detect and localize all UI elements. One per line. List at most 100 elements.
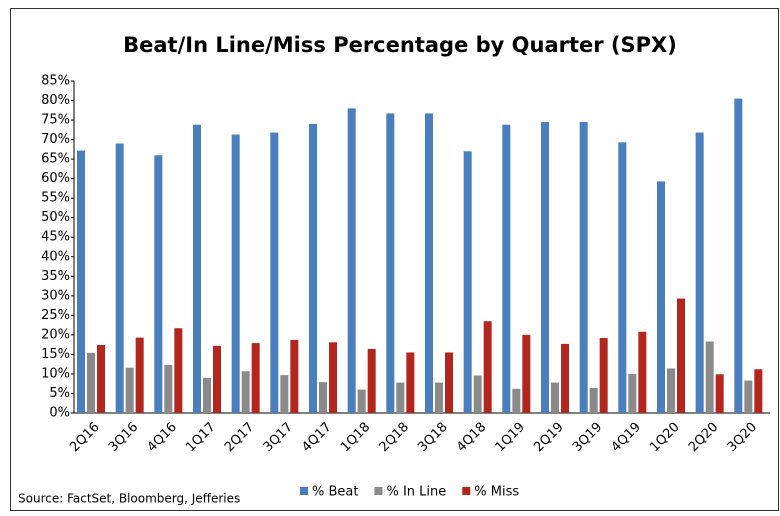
bar [541,122,549,413]
x-tick-label: 2Q16 [67,420,102,455]
x-tick-label: 3Q16 [106,420,141,455]
x-tick-label: 1Q20 [647,420,682,455]
legend-swatch [300,487,308,495]
legend-swatch [462,487,471,495]
legend-label: % Beat [312,485,358,500]
y-tick-label: 15% [41,347,70,362]
bar [357,389,366,413]
y-tick-label: 50% [41,210,70,225]
bar [435,382,443,413]
bar [396,382,405,413]
bar [125,367,134,413]
bar [203,377,211,413]
y-tick-label: 85% [41,74,70,89]
y-tick-label: 20% [41,327,70,342]
bar [213,345,221,413]
bar [502,124,511,413]
y-tick-label: 10% [41,366,70,381]
x-tick-label: 3Q19 [570,420,605,455]
bar [483,321,492,413]
y-tick-label: 30% [41,288,70,303]
y-tick-label: 25% [41,308,70,323]
bar [522,334,531,413]
bar [638,331,647,413]
bar [77,150,85,413]
source: Source: FactSet, Bloomberg, Jefferies [18,492,240,506]
legend-label: % Miss [474,485,519,500]
y-tick-label: 0% [49,406,70,421]
x-tick-label: 1Q17 [183,420,218,455]
y-tick-label: 60% [41,171,70,186]
bar [174,328,183,413]
bar [677,298,685,413]
bar [589,388,598,413]
frame [10,8,779,511]
bar [744,380,753,413]
bar [657,181,665,413]
bar [154,155,163,413]
y-tick-label: 55% [41,191,70,206]
y-tick-label: 65% [41,152,70,167]
bar [319,382,327,413]
x-tick-label: 4Q16 [145,420,180,455]
bar [280,375,289,413]
bar [309,123,317,413]
x-tick-label: 1Q19 [493,420,528,455]
bar [367,348,376,413]
bar [551,382,559,413]
bar [97,345,105,413]
x-tick-label: 2Q19 [531,420,566,455]
legend-label: % In Line [386,485,446,500]
bar [386,113,395,413]
x-tick-label: 1Q18 [338,420,373,455]
bar [135,337,144,413]
bar [87,352,95,413]
y-tick-label: 75% [41,113,70,128]
bar [270,132,279,413]
y-tick-label: 80% [41,93,70,108]
bar [599,338,608,413]
bar [512,388,521,413]
x-tick-label: 4Q17 [299,420,334,455]
x-tick-label: 3Q17 [261,420,296,455]
y-tick-label: 35% [41,269,70,284]
bar [251,343,260,413]
bar [290,339,299,413]
bar [445,352,453,413]
x-tick-label: 2Q20 [686,420,721,455]
y-tick-label: 70% [41,132,70,147]
bar [695,132,704,413]
bar [667,368,675,413]
x-tick-label: 2Q18 [377,420,412,455]
bar [628,373,637,413]
bar [561,343,569,413]
bar [164,364,173,413]
bar [115,143,124,413]
bar [463,151,472,413]
x-tick-label: 4Q18 [454,420,489,455]
bar [705,341,714,413]
bar [231,134,240,413]
x-tick-label: 2Q17 [222,420,257,455]
x-tick-label: 3Q20 [725,420,760,455]
bar [241,371,250,413]
bar [618,142,627,413]
y-tick-label: 45% [41,230,70,245]
legend-swatch [374,487,383,495]
bar [406,352,415,413]
chart-title: Beat/In Line/Miss Percentage by Quarter … [123,33,677,57]
bar [329,342,337,413]
y-tick-label: 40% [41,249,70,264]
bar [473,375,482,413]
bar [579,122,588,413]
bar [715,374,724,413]
x-tick-label: 3Q18 [415,420,450,455]
x-tick-label: 4Q19 [609,420,644,455]
bar [734,98,743,413]
bar [754,369,763,413]
bar [193,124,201,413]
y-tick-label: 5% [49,386,70,401]
bar [347,108,356,413]
bar [425,113,433,413]
